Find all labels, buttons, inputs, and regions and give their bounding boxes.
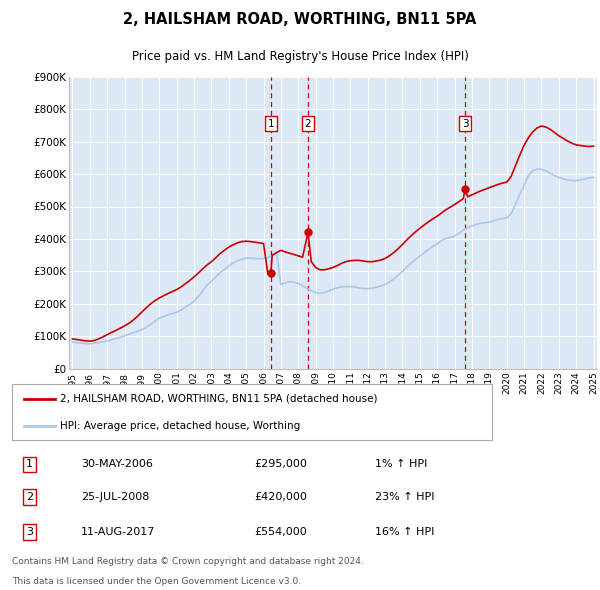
Text: 1: 1	[268, 119, 274, 129]
Text: Contains HM Land Registry data © Crown copyright and database right 2024.: Contains HM Land Registry data © Crown c…	[12, 558, 364, 566]
Text: 3: 3	[462, 119, 469, 129]
Text: 16% ↑ HPI: 16% ↑ HPI	[375, 527, 434, 537]
Text: 2, HAILSHAM ROAD, WORTHING, BN11 5PA (detached house): 2, HAILSHAM ROAD, WORTHING, BN11 5PA (de…	[60, 394, 377, 404]
Text: 25-JUL-2008: 25-JUL-2008	[81, 492, 149, 502]
Text: £420,000: £420,000	[254, 492, 307, 502]
Text: 2: 2	[305, 119, 311, 129]
Text: 23% ↑ HPI: 23% ↑ HPI	[375, 492, 434, 502]
Text: 30-MAY-2006: 30-MAY-2006	[81, 460, 153, 469]
FancyBboxPatch shape	[12, 384, 492, 440]
Text: 2: 2	[26, 492, 33, 502]
Text: 2, HAILSHAM ROAD, WORTHING, BN11 5PA: 2, HAILSHAM ROAD, WORTHING, BN11 5PA	[124, 12, 476, 27]
Text: HPI: Average price, detached house, Worthing: HPI: Average price, detached house, Wort…	[60, 421, 300, 431]
Text: This data is licensed under the Open Government Licence v3.0.: This data is licensed under the Open Gov…	[12, 576, 301, 586]
Text: 3: 3	[26, 527, 33, 537]
Text: 11-AUG-2017: 11-AUG-2017	[81, 527, 155, 537]
Text: Price paid vs. HM Land Registry's House Price Index (HPI): Price paid vs. HM Land Registry's House …	[131, 50, 469, 63]
Text: £295,000: £295,000	[254, 460, 307, 469]
Text: £554,000: £554,000	[254, 527, 307, 537]
Text: 1% ↑ HPI: 1% ↑ HPI	[375, 460, 427, 469]
Text: 1: 1	[26, 460, 33, 469]
